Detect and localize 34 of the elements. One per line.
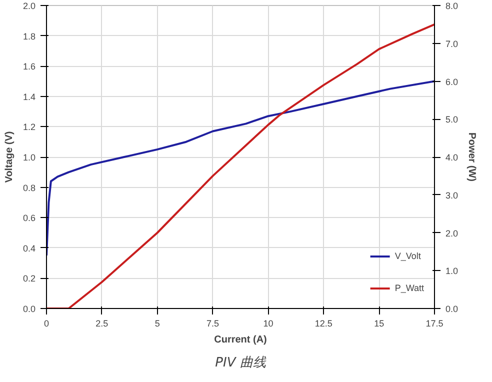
y-tick-label: 1.4 — [22, 92, 36, 102]
y-tick-label: 2.0 — [22, 1, 36, 11]
x-tick-label: 0 — [44, 318, 50, 328]
y-tick-label: 1.8 — [22, 31, 36, 42]
y2-tick-label: 5.0 — [446, 114, 458, 125]
y2-tick-label: 7.0 — [446, 38, 458, 49]
y-tick-label: 0.4 — [22, 243, 36, 254]
y2-tick-label: 2.0 — [446, 228, 458, 238]
y-tick-label: 0.8 — [22, 182, 36, 193]
y-tick-label: 1.2 — [22, 122, 36, 132]
x-axis-title: Current (A) — [214, 334, 267, 346]
y2-tick-label: 0.0 — [446, 304, 458, 314]
x-tick-label: 10 — [263, 318, 274, 328]
y2-tick-label: 4.0 — [446, 152, 458, 162]
legend-label: V_Volt — [394, 251, 421, 261]
legend-label: P_Watt — [394, 283, 424, 293]
y-tick-label: 0.0 — [22, 304, 36, 314]
x-tick-label: 5 — [154, 318, 160, 328]
y2-tick-label: 3.0 — [446, 190, 458, 200]
x-tick-label: 15 — [374, 318, 384, 328]
y-tick-label: 1.6 — [22, 62, 36, 72]
y-tick-label: 0.2 — [22, 274, 36, 284]
y2-axis-title: Power (W) — [466, 132, 478, 182]
y2-tick-label: 1.0 — [446, 266, 458, 276]
x-tick-label: 2.5 — [96, 318, 108, 328]
y2-tick-label: 8.0 — [446, 1, 458, 11]
y-axis-title: Voltage (V) — [4, 131, 15, 183]
y2-tick-label: 6.0 — [446, 76, 458, 87]
y-tick-label: 1.0 — [22, 152, 36, 162]
x-tick-label: 17.5 — [426, 318, 444, 328]
x-tick-label: 7.5 — [206, 318, 220, 328]
y-tick-label: 0.6 — [22, 213, 36, 224]
text: PIV 曲线 — [215, 356, 267, 370]
x-tick-label: 12.5 — [314, 318, 332, 328]
